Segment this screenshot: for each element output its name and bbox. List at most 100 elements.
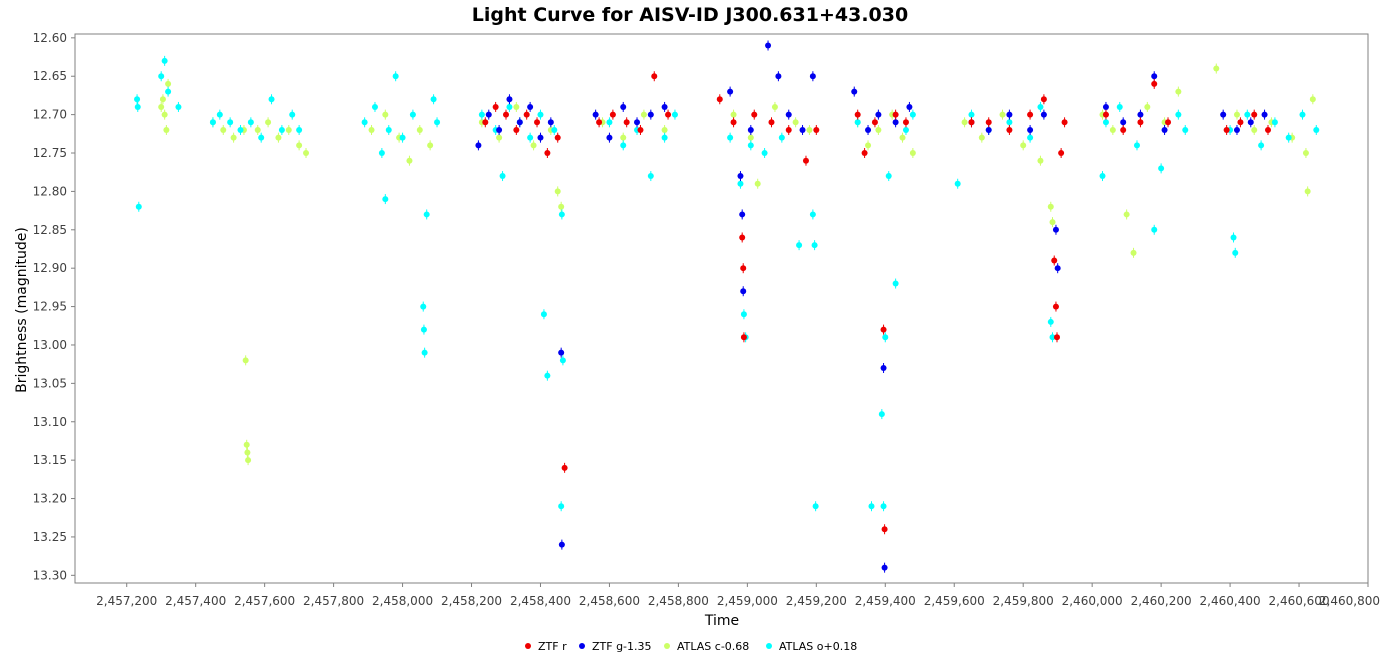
- data-point: [751, 111, 758, 118]
- data-point: [1109, 126, 1116, 133]
- y-tick-label: 12.60: [33, 31, 67, 45]
- data-point: [1244, 111, 1251, 118]
- data-point: [1027, 126, 1034, 133]
- data-point: [882, 334, 889, 341]
- x-tick-label: 2,459,200: [786, 594, 847, 608]
- y-tick-label: 13.25: [33, 530, 67, 544]
- data-point: [1165, 119, 1172, 126]
- data-point: [727, 134, 734, 141]
- data-point: [216, 111, 223, 118]
- data-point: [1040, 96, 1047, 103]
- y-tick-label: 13.00: [33, 338, 67, 352]
- data-point: [1302, 150, 1309, 157]
- data-point: [778, 134, 785, 141]
- data-point: [1251, 111, 1258, 118]
- data-point: [1040, 111, 1047, 118]
- data-point: [1102, 111, 1109, 118]
- data-point: [1047, 318, 1054, 325]
- data-point: [209, 119, 216, 126]
- data-point: [1052, 226, 1059, 233]
- data-point: [513, 103, 520, 110]
- data-point: [258, 134, 265, 141]
- legend-label: ATLAS c-0.68: [677, 640, 749, 653]
- data-point: [1151, 73, 1158, 80]
- x-tick-label: 2,457,400: [165, 594, 226, 608]
- data-point: [1182, 126, 1189, 133]
- data-point: [716, 96, 723, 103]
- data-point: [1133, 142, 1140, 149]
- data-point: [421, 349, 428, 356]
- data-point: [861, 150, 868, 157]
- data-point: [265, 119, 272, 126]
- data-point: [1027, 111, 1034, 118]
- data-point: [558, 503, 565, 510]
- data-point: [296, 142, 303, 149]
- legend-marker: [766, 643, 772, 649]
- data-point: [406, 157, 413, 164]
- data-point: [561, 464, 568, 471]
- data-point: [1020, 142, 1027, 149]
- y-axis-label: Brightness (magnitude): [14, 227, 30, 393]
- x-tick-label: 2,458,400: [510, 594, 571, 608]
- data-point: [1175, 111, 1182, 118]
- data-point: [242, 357, 249, 364]
- data-point: [968, 119, 975, 126]
- data-point: [968, 111, 975, 118]
- data-point: [892, 280, 899, 287]
- data-point: [492, 103, 499, 110]
- legend-item: ATLAS c-0.68: [664, 640, 749, 653]
- data-point: [540, 311, 547, 318]
- data-point: [1006, 126, 1013, 133]
- data-point: [634, 119, 641, 126]
- data-point: [609, 111, 616, 118]
- data-point: [289, 111, 296, 118]
- data-point: [1037, 103, 1044, 110]
- data-point: [809, 73, 816, 80]
- data-point: [416, 126, 423, 133]
- legend-marker: [664, 643, 670, 649]
- x-tick-label: 2,460,200: [1131, 594, 1192, 608]
- data-point: [478, 111, 485, 118]
- data-point: [661, 126, 668, 133]
- data-point: [558, 349, 565, 356]
- data-point: [1099, 173, 1106, 180]
- data-point: [765, 42, 772, 49]
- legend-label: ZTF g-1.35: [592, 640, 652, 653]
- y-tick-label: 12.85: [33, 223, 67, 237]
- data-point: [727, 88, 734, 95]
- data-point: [227, 119, 234, 126]
- x-tick-label: 2,458,000: [372, 594, 433, 608]
- data-point: [544, 372, 551, 379]
- data-point: [430, 96, 437, 103]
- data-point: [1261, 111, 1268, 118]
- y-tick-label: 13.15: [33, 453, 67, 467]
- data-point: [243, 441, 250, 448]
- data-point: [399, 134, 406, 141]
- data-point: [559, 357, 566, 364]
- data-point: [799, 126, 806, 133]
- y-tick-label: 12.75: [33, 146, 67, 160]
- x-tick-label: 2,457,800: [303, 594, 364, 608]
- y-tick-label: 12.65: [33, 69, 67, 83]
- data-point: [880, 503, 887, 510]
- y-axis: 12.60 12.65 12.70 12.75 12.80 12.85 12.90 12.95…: [33, 31, 75, 582]
- data-point: [1258, 142, 1265, 149]
- data-point: [730, 111, 737, 118]
- data-point: [1285, 134, 1292, 141]
- data-point: [1313, 126, 1320, 133]
- data-point: [868, 503, 875, 510]
- data-point: [1158, 165, 1165, 172]
- data-point: [1047, 203, 1054, 210]
- data-point: [161, 57, 168, 64]
- data-point: [503, 111, 509, 118]
- data-point: [909, 150, 916, 157]
- data-point: [871, 119, 878, 126]
- x-tick-label: 2,457,600: [234, 594, 295, 608]
- data-point: [737, 173, 744, 180]
- data-point: [730, 119, 737, 126]
- data-point: [1061, 119, 1068, 126]
- data-point: [854, 111, 861, 118]
- data-point: [771, 103, 778, 110]
- data-point: [1058, 150, 1065, 157]
- data-point: [275, 134, 282, 141]
